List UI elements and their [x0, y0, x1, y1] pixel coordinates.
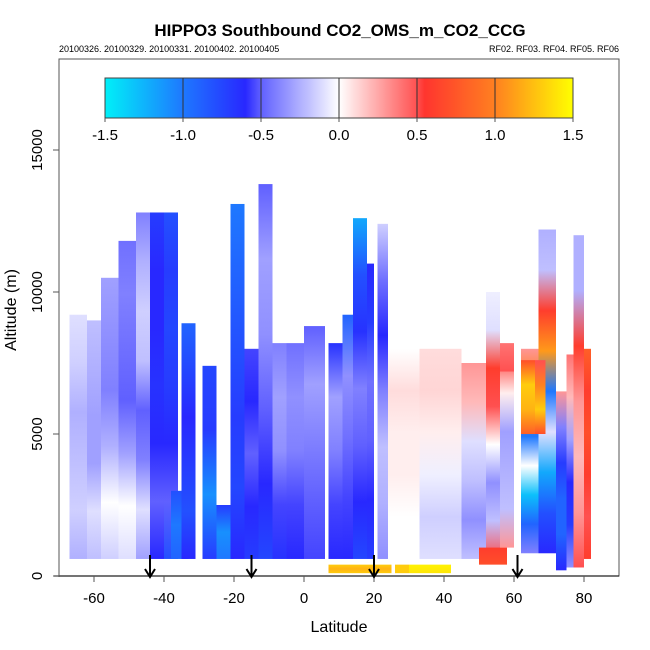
heatmap-cell	[556, 391, 567, 571]
heatmap-cell	[395, 564, 409, 574]
colorbar-tick-label: -1.5	[92, 127, 118, 144]
y-tick-label: 15000	[29, 129, 46, 171]
x-tick-label: 40	[436, 590, 453, 607]
flight-marker-arrow-icon	[144, 555, 156, 579]
heatmap-cell	[304, 326, 325, 559]
x-tick-label: 20	[366, 590, 383, 607]
flight-markers	[144, 555, 524, 579]
heatmap-cell	[342, 314, 353, 559]
heatmap-cell	[486, 292, 500, 559]
y-tick-label: 10000	[29, 271, 46, 313]
heatmap-cell	[286, 343, 304, 559]
heatmap-cell	[164, 212, 178, 559]
colorbar-tick-label: 1.5	[563, 127, 584, 144]
flight-marker-arrow-icon	[511, 555, 524, 579]
heatmap-cell	[230, 203, 245, 559]
colorbar-tick-label: -0.5	[248, 127, 274, 144]
y-tick-label: 0	[29, 572, 46, 580]
x-tick-label: 0	[300, 590, 308, 607]
y-axis: 0 5000 10000 15000	[29, 129, 60, 580]
heatmap-cell	[272, 343, 287, 559]
heatmap-cell	[461, 363, 486, 559]
x-tick-label: -60	[83, 590, 105, 607]
colorbar-tick-label: -1.0	[170, 127, 196, 144]
heatmap-cell	[419, 348, 462, 559]
x-axis: -60 -40 -20 0 20 40 60 80	[54, 575, 619, 607]
x-tick-label: 60	[506, 590, 523, 607]
flight-marker-arrow-icon	[245, 555, 258, 579]
chart-subtitle-flights: RF02. RF03. RF04. RF05. RF06	[489, 44, 619, 54]
heatmap-cell	[500, 343, 514, 372]
colorbar: -1.5 -1.0 -0.5 0.0 0.5 1.0 1.5	[92, 77, 584, 144]
heatmap-cell	[479, 547, 507, 565]
y-axis-label: Altitude (m)	[3, 269, 20, 351]
heatmap-cell	[521, 360, 535, 434]
heatmap-cell	[136, 212, 150, 559]
x-tick-label: -40	[153, 590, 175, 607]
heatmap-cell	[258, 184, 273, 559]
heatmap-cell	[409, 564, 451, 574]
heatmap-cell	[500, 354, 514, 548]
colorbar-tick-label: 1.0	[485, 127, 506, 144]
x-tick-label: 80	[576, 590, 593, 607]
heatmap-cell	[150, 212, 164, 559]
heatmap-cell	[367, 263, 374, 559]
heatmap-cell	[216, 505, 234, 559]
chart-title: HIPPO3 Southbound CO2_OMS_m_CO2_CCG	[154, 21, 525, 40]
y-tick-label: 5000	[29, 417, 46, 450]
heatmap-cell	[573, 235, 584, 568]
heatmap-cell	[118, 240, 136, 559]
x-tick-label: -20	[223, 590, 245, 607]
heatmap-cell	[202, 365, 217, 559]
heatmap-cell	[87, 320, 101, 559]
colorbar-tick-label: 0.0	[329, 127, 350, 144]
heatmap-cell	[101, 277, 119, 559]
heatmap-cell	[377, 223, 388, 559]
heatmap-field	[69, 184, 591, 574]
flight-marker-arrow-icon	[368, 555, 380, 579]
colorbar-tick-label: 0.5	[407, 127, 428, 144]
heatmap-cell	[538, 229, 556, 554]
heatmap-cell	[328, 564, 392, 574]
heatmap-cell	[69, 314, 87, 559]
heatmap-cell	[535, 360, 546, 434]
heatmap-cell	[584, 348, 591, 559]
heatmap-cell	[328, 343, 343, 559]
x-axis-label: Latitude	[311, 619, 368, 636]
heatmap-cell	[244, 348, 259, 559]
heatmap-cell	[353, 218, 367, 559]
chart-subtitle-dates: 20100326. 20100329. 20100331. 20100402. …	[59, 44, 279, 54]
heatmap-cell	[181, 323, 196, 559]
heatmap-cell	[388, 348, 420, 559]
